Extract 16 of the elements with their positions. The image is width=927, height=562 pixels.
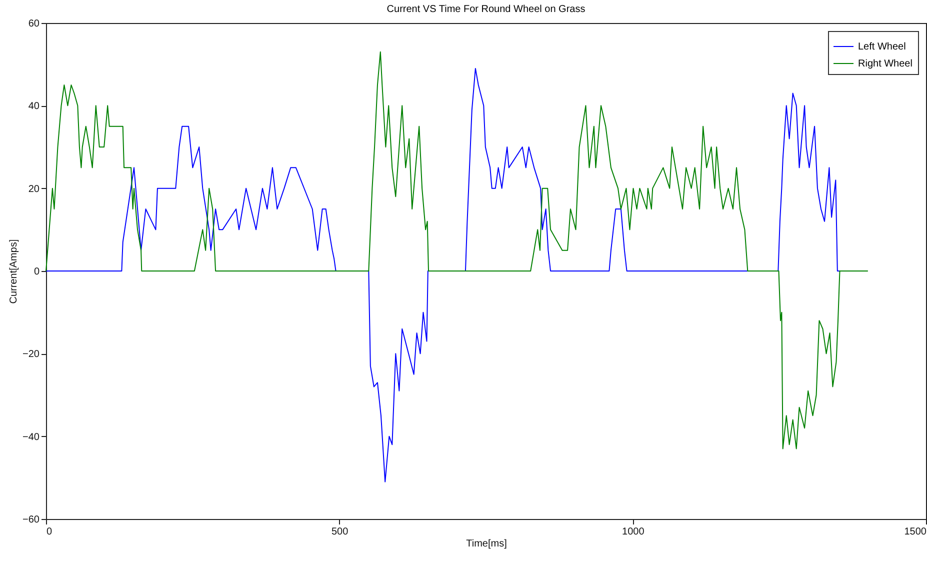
y-tick-label: 20 [28, 184, 40, 195]
x-axis-title: Time[ms] [466, 538, 508, 550]
x-tick-label: 1500 [904, 526, 927, 538]
y-axis-title: Current[Amps] [8, 239, 20, 304]
legend-label: Right Wheel [858, 58, 912, 70]
legend-label: Left Wheel [858, 42, 906, 52]
y-tick-label: 60 [28, 18, 40, 30]
x-tick-label: 0 [46, 526, 52, 538]
x-tick-label: 500 [331, 526, 349, 538]
y-tick-label: −20 [22, 349, 40, 360]
y-tick-label: −60 [22, 514, 40, 526]
y-tick-label: 40 [28, 101, 40, 112]
y-tick-label: 0 [34, 266, 40, 278]
y-tick-label: −40 [22, 432, 40, 443]
x-tick-label: 1000 [622, 526, 645, 538]
chart-title: Current VS Time For Round Wheel on Grass [386, 4, 586, 15]
